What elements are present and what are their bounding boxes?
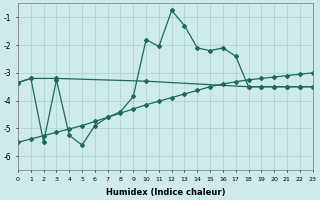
X-axis label: Humidex (Indice chaleur): Humidex (Indice chaleur) [106, 188, 225, 197]
